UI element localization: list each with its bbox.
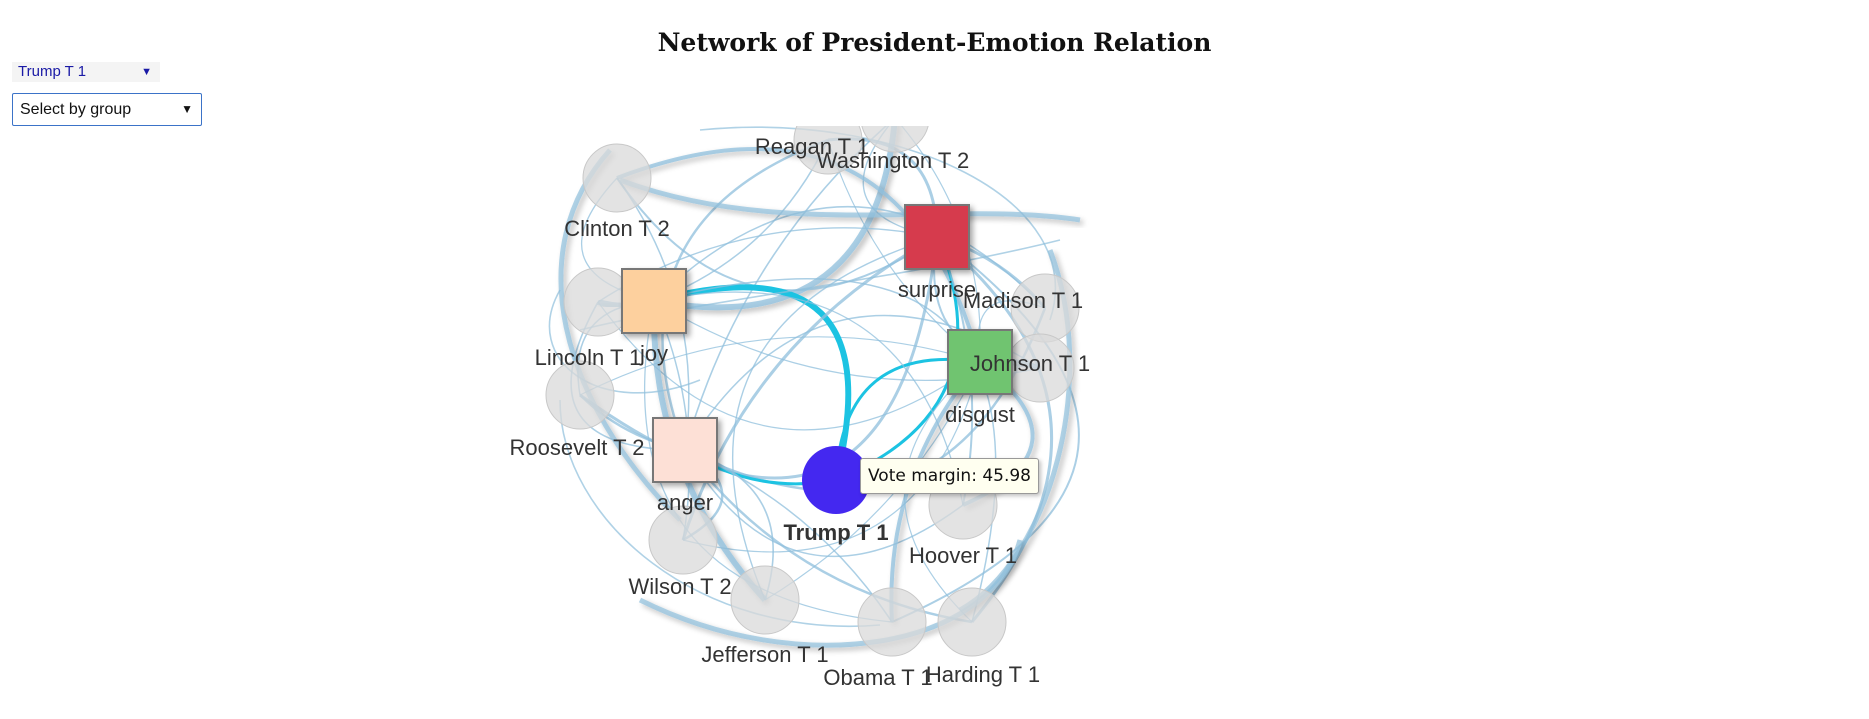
chevron-down-icon: ▼: [181, 102, 193, 116]
president-label-wilson-t-2: Wilson T 2: [628, 574, 731, 599]
president-label-clinton-t-2: Clinton T 2: [564, 216, 670, 241]
president-node-trump-t-1[interactable]: [802, 446, 870, 514]
president-node-roosevelt-t-2[interactable]: [545, 360, 615, 430]
president-label-johnson-t-1: Johnson T 1: [970, 351, 1090, 376]
president-node-jefferson-t-1[interactable]: [730, 565, 800, 635]
president-node-harding-t-1[interactable]: [937, 587, 1007, 657]
emotion-label-anger: anger: [657, 490, 713, 515]
edge-jefferson-t-1-disgust: [764, 361, 981, 601]
edge-hoover-t-1-joy: [653, 291, 964, 506]
edge-loop: [699, 126, 1057, 321]
president-node-wilson-t-2[interactable]: [648, 505, 718, 575]
president-label-lincoln-t-1: Lincoln T 1: [535, 345, 642, 370]
president-label-jefferson-t-1: Jefferson T 1: [701, 642, 828, 667]
president-label-obama-t-1: Obama T 1: [823, 665, 932, 690]
edge-obama-t-1-surprise: [891, 236, 1080, 623]
edge-loop: [619, 177, 1081, 223]
edge-madison-t-1-joy: [653, 206, 1046, 309]
president-label-harding-t-1: Harding T 1: [926, 662, 1040, 687]
emotion-label-joy: joy: [639, 341, 668, 366]
edge-roosevelt-t-2-disgust: [579, 336, 981, 396]
page-title: Network of President-Emotion Relation: [657, 28, 1212, 57]
chevron-down-icon: ▼: [141, 66, 152, 78]
emotion-node-joy[interactable]: [621, 268, 687, 334]
edge-hoover-t-1-anger: [684, 449, 964, 558]
edge-wilson-t-2-disgust: [682, 361, 981, 553]
president-node-washington-t-2[interactable]: [861, 84, 929, 153]
edge-jefferson-t-1-surprise: [731, 236, 938, 601]
president-node-reagan-t-1[interactable]: [793, 106, 863, 175]
president-node-obama-t-1[interactable]: [857, 587, 927, 657]
edge-washington-t-2-joy: [653, 126, 898, 311]
edge-loop: [558, 148, 682, 522]
emotion-node-surprise[interactable]: [904, 204, 970, 270]
president-label-madison-t-1: Madison T 1: [963, 288, 1083, 313]
emotion-node-anger[interactable]: [652, 417, 718, 483]
edge-lincoln-t-1-disgust: [597, 301, 981, 431]
president-label-hoover-t-1: Hoover T 1: [909, 543, 1017, 568]
edge-harding-t-1-surprise: [936, 235, 1053, 623]
emotion-node-disgust[interactable]: [947, 329, 1013, 395]
president-label-reagan-t-1: Reagan T 1: [755, 134, 869, 159]
edge-loop: [559, 399, 881, 628]
edge-harding-t-1-anger: [684, 449, 973, 624]
emotion-label-disgust: disgust: [945, 402, 1015, 427]
president-label-trump-t-1: Trump T 1: [783, 520, 888, 545]
emotion-label-surprise: surprise: [898, 277, 976, 302]
president-select-value: Trump T 1: [18, 63, 87, 80]
group-select-value: Select by group: [20, 101, 132, 118]
edge-wilson-t-2-surprise: [681, 235, 938, 541]
group-select[interactable]: Select by group ▼: [12, 93, 202, 126]
president-label-roosevelt-t-2: Roosevelt T 2: [510, 435, 645, 460]
president-label-washington-t-2: Washington T 2: [817, 148, 969, 173]
vote-margin-tooltip: Vote margin: 45.98: [860, 458, 1039, 494]
president-node-clinton-t-2[interactable]: [582, 143, 652, 213]
president-select[interactable]: Trump T 1 ▼: [12, 62, 160, 82]
